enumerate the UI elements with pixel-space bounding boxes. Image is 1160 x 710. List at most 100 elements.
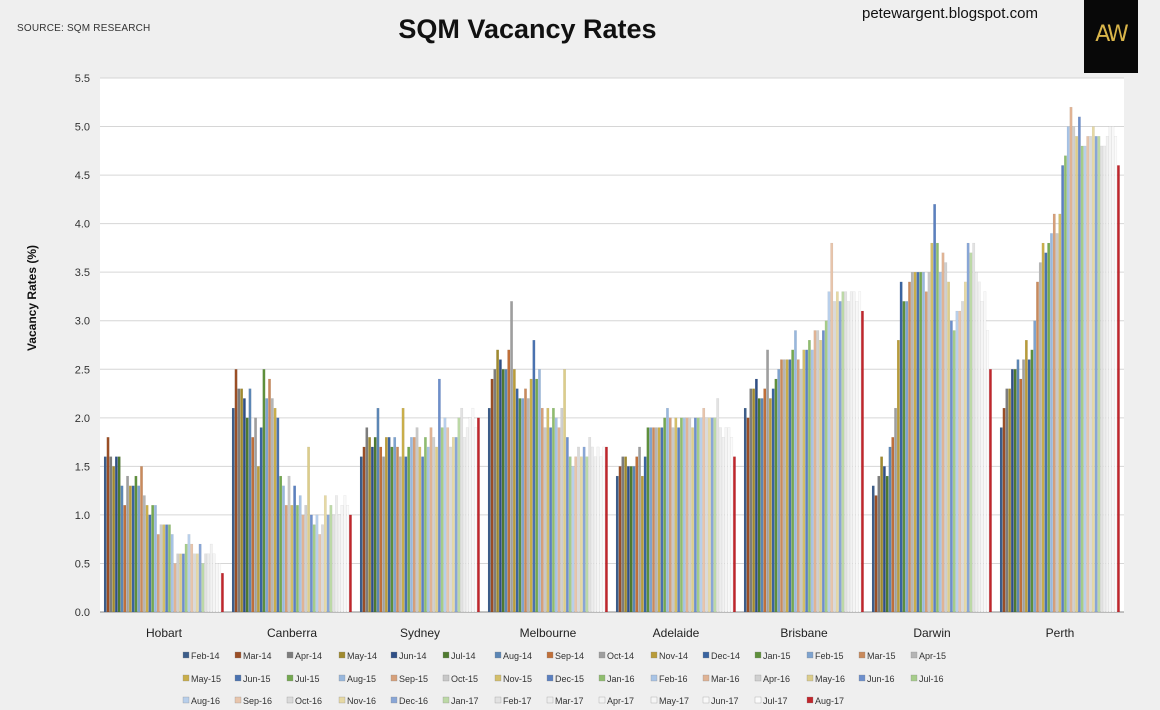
bar-hobart-dec-15 xyxy=(165,524,169,613)
bar-adelaide-jun-14 xyxy=(627,466,630,613)
legend-label-feb-14: Feb-14 xyxy=(191,651,220,661)
bar-melbourne-oct-14 xyxy=(510,301,513,613)
logo-text: AW xyxy=(1095,22,1129,47)
legend-swatch xyxy=(598,651,606,659)
legend-label-apr-16: Apr-16 xyxy=(763,674,790,684)
y-tick-label: 2.0 xyxy=(75,413,90,425)
bar-brisbane-apr-14 xyxy=(749,388,753,613)
legend-label-mar-14: Mar-14 xyxy=(243,651,272,661)
bar-canberra-apr-14 xyxy=(237,388,241,613)
bar-melbourne-jun-14 xyxy=(499,359,502,613)
bar-brisbane-dec-16 xyxy=(838,301,842,613)
bar-hobart-sep-16 xyxy=(190,543,194,613)
legend-label-jan-17: Jan-17 xyxy=(451,696,479,706)
bar-sydney-sep-14 xyxy=(379,446,383,613)
bar-canberra-may-17 xyxy=(340,505,344,613)
bar-adelaide-oct-16 xyxy=(705,417,708,613)
bar-melbourne-feb-16 xyxy=(554,417,558,613)
bar-adelaide-jun-17 xyxy=(727,427,731,613)
bar-adelaide-aug-14 xyxy=(632,466,636,613)
bar-melbourne-nov-16 xyxy=(579,456,583,613)
legend-swatch xyxy=(182,696,190,704)
bar-darwin-nov-15 xyxy=(930,242,934,613)
legend-swatch xyxy=(390,651,398,659)
bar-adelaide-mar-14 xyxy=(618,466,622,613)
legend-label-nov-15: Nov-15 xyxy=(503,674,532,684)
bar-hobart-feb-17 xyxy=(204,553,208,613)
bar-perth-feb-16 xyxy=(1066,126,1070,613)
bar-perth-jan-16 xyxy=(1064,155,1067,613)
bar-perth-nov-15 xyxy=(1058,213,1062,613)
legend-swatch xyxy=(650,696,658,704)
bar-canberra-aug-16 xyxy=(315,514,319,613)
bar-perth-jul-14 xyxy=(1013,369,1017,613)
bar-sydney-jun-15 xyxy=(404,456,408,613)
legend-swatch xyxy=(806,674,814,682)
bar-sydney-dec-14 xyxy=(387,437,391,613)
bar-adelaide-may-16 xyxy=(691,427,694,613)
bar-melbourne-aug-15 xyxy=(538,369,541,613)
bar-sydney-may-15 xyxy=(401,407,405,613)
bar-adelaide-apr-17 xyxy=(721,437,725,613)
bar-hobart-aug-14 xyxy=(120,485,124,613)
bar-darwin-aug-16 xyxy=(955,310,959,613)
bar-melbourne-jan-15 xyxy=(518,398,522,613)
legend-swatch xyxy=(494,696,502,704)
bar-melbourne-aug-14 xyxy=(504,369,508,613)
bar-sydney-aug-14 xyxy=(376,407,380,613)
legend-label-apr-15: Apr-15 xyxy=(919,651,946,661)
legend-label-dec-16: Dec-16 xyxy=(399,696,428,706)
bar-adelaide-apr-14 xyxy=(621,456,625,613)
bar-hobart-jul-16 xyxy=(184,543,188,613)
bar-melbourne-sep-16 xyxy=(574,456,578,613)
bar-hobart-oct-15 xyxy=(159,524,163,613)
bar-hobart-jan-17 xyxy=(201,563,205,613)
bar-sydney-jan-15 xyxy=(390,446,394,613)
legend-label-dec-14: Dec-14 xyxy=(711,651,740,661)
bar-darwin-sep-16 xyxy=(958,310,962,613)
bar-perth-may-15 xyxy=(1041,242,1045,613)
legend-swatch xyxy=(650,674,658,682)
bar-hobart-mar-17 xyxy=(207,553,210,613)
y-tick-label: 4.0 xyxy=(75,219,90,231)
bar-hobart-apr-17 xyxy=(209,543,213,613)
bar-sydney-jun-14 xyxy=(371,446,374,613)
bar-hobart-may-14 xyxy=(112,466,115,613)
bar-sydney-feb-16 xyxy=(426,446,430,613)
bar-sydney-may-17 xyxy=(468,417,472,613)
bar-hobart-feb-15 xyxy=(137,485,141,613)
legend-label-feb-16: Feb-16 xyxy=(659,674,688,684)
bar-perth-mar-15 xyxy=(1036,281,1039,613)
bar-sydney-apr-15 xyxy=(398,456,402,613)
legend-swatch xyxy=(338,696,346,704)
bar-melbourne-jul-17 xyxy=(602,446,606,613)
bar-hobart-dec-14 xyxy=(131,485,135,613)
bar-adelaide-feb-14 xyxy=(615,475,619,613)
bar-brisbane-mar-15 xyxy=(780,359,783,613)
legend-swatch xyxy=(338,674,346,682)
bar-sydney-jun-16 xyxy=(437,378,441,613)
bar-adelaide-sep-16 xyxy=(702,407,706,613)
bar-canberra-dec-15 xyxy=(293,485,297,613)
bar-hobart-nov-16 xyxy=(195,553,199,613)
bar-hobart-aug-17 xyxy=(221,573,224,613)
bar-melbourne-may-16 xyxy=(563,369,566,613)
bar-darwin-may-17 xyxy=(980,301,984,613)
bar-hobart-jul-15 xyxy=(151,505,155,613)
blog-url[interactable]: petewargent.blogspot.com xyxy=(862,5,1038,22)
bar-brisbane-jul-16 xyxy=(824,320,828,613)
bar-brisbane-aug-16 xyxy=(827,291,831,613)
bar-adelaide-oct-15 xyxy=(671,427,675,613)
bar-brisbane-apr-15 xyxy=(782,359,786,613)
bar-brisbane-jun-17 xyxy=(855,301,859,613)
bar-sydney-aug-17 xyxy=(477,417,480,613)
bar-darwin-may-15 xyxy=(913,272,917,613)
bar-canberra-may-15 xyxy=(273,407,277,613)
bar-canberra-apr-16 xyxy=(304,505,308,613)
legend-label-oct-16: Oct-16 xyxy=(295,696,322,706)
bar-brisbane-nov-16 xyxy=(835,291,839,613)
legend-label-may-16: May-16 xyxy=(815,674,845,684)
bar-hobart-aug-15 xyxy=(154,505,157,613)
bar-hobart-apr-14 xyxy=(109,456,113,613)
bar-sydney-mar-16 xyxy=(429,427,433,613)
